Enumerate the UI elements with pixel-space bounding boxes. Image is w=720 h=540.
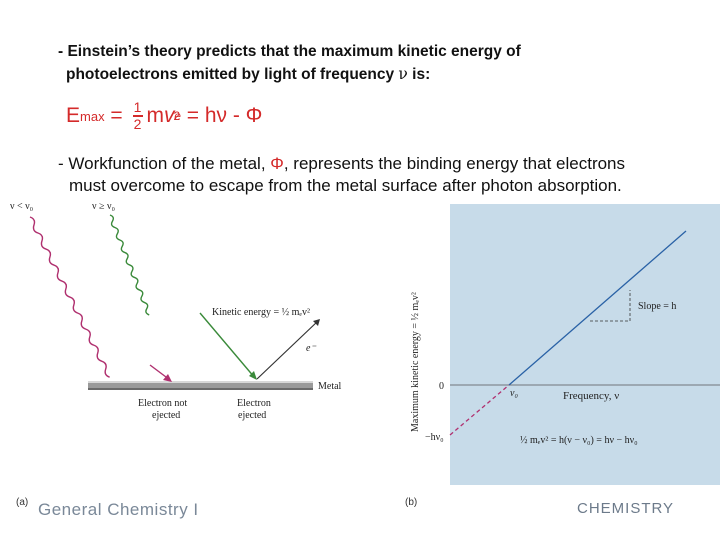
slope-label: Slope = h bbox=[638, 301, 676, 312]
kinetic-energy-label: Kinetic energy = ½ mₑv² bbox=[212, 307, 310, 318]
bullet1-line2-end: is: bbox=[407, 66, 431, 83]
electron-label: e⁻ bbox=[306, 343, 316, 354]
eq-m: m bbox=[146, 104, 165, 127]
bullet2-line2: must overcome to escape from the metal s… bbox=[69, 176, 622, 195]
red-arrowhead bbox=[163, 374, 172, 382]
extrapolated-dashed-line bbox=[449, 384, 510, 436]
figure-a-label: (a) bbox=[16, 497, 29, 508]
metal-slab-shadow bbox=[88, 388, 313, 390]
ke-equation: ½ mₑv² = h(ν − ν₀) = hν − hν₀ bbox=[520, 435, 638, 446]
frequency-label: Frequency, ν bbox=[563, 390, 619, 402]
neg-h-nu0-tick: −hν₀ bbox=[425, 432, 444, 443]
eq-v: v bbox=[164, 104, 175, 127]
eq-equals: = bbox=[104, 104, 129, 127]
phi-symbol: Φ bbox=[270, 154, 284, 173]
ejected-label-1: Electron bbox=[237, 398, 271, 409]
nu0-label: ν₀ bbox=[510, 388, 518, 399]
ejected-label-2: ejected bbox=[238, 410, 266, 421]
bullet2-line1-end: , represents the binding energy that ele… bbox=[283, 154, 626, 173]
eq-max-sub: max bbox=[80, 108, 105, 124]
graph-background bbox=[450, 204, 720, 485]
eq-frac-bar bbox=[132, 115, 143, 117]
wave2-label: ν ≥ ν₀ bbox=[92, 201, 116, 212]
eq-v-sup: 2 bbox=[173, 109, 181, 123]
photoelectric-diagram: ν < ν₀ ν ≥ ν₀ Kinetic energy = ½ mₑv² e⁻… bbox=[10, 201, 342, 421]
electron-arrowhead bbox=[313, 319, 320, 326]
footer-course-title: General Chemistry I bbox=[38, 500, 199, 519]
y-axis-label: Maximum kinetic energy = ½ mₑv² bbox=[410, 292, 421, 432]
metal-slab-highlight bbox=[88, 381, 313, 383]
footer-chemistry-logo: CHEMISTRY bbox=[577, 500, 675, 517]
green-wave bbox=[109, 214, 150, 316]
bullet-einstein: - Einstein’s theory predicts that the ma… bbox=[58, 41, 658, 86]
bullet1-line1: - Einstein’s theory predicts that the ma… bbox=[58, 43, 521, 60]
metal-label: Metal bbox=[318, 381, 342, 392]
green-arrowhead bbox=[249, 371, 257, 380]
eq-e: E bbox=[66, 104, 81, 127]
eq-half-fraction: 1 2 bbox=[132, 99, 143, 132]
electron-path bbox=[256, 320, 319, 380]
bullet-workfunction: - Workfunction of the metal, Φ, represen… bbox=[58, 153, 698, 197]
eq-frac-den: 2 bbox=[133, 115, 142, 132]
eq-v-sub: e bbox=[174, 109, 181, 123]
green-arrow-shaft bbox=[199, 312, 256, 379]
metal-slab bbox=[88, 381, 313, 390]
bullet2-line1-text: - Workfunction of the metal, bbox=[58, 154, 271, 173]
eq-frac-num: 1 bbox=[133, 99, 142, 116]
ke-line bbox=[508, 230, 687, 386]
bullet1-line2: photoelectrons emitted by light of frequ… bbox=[58, 63, 658, 86]
bullet1-line2-text: photoelectrons emitted by light of frequ… bbox=[66, 66, 399, 83]
zero-tick: 0 bbox=[439, 381, 444, 392]
bullet2-line1: - Workfunction of the metal, Φ, represen… bbox=[58, 154, 625, 173]
graph-svg: Maximum kinetic energy = ½ mₑv² 0 −hν₀ ν… bbox=[410, 230, 720, 446]
kinetic-energy-graph: Maximum kinetic energy = ½ mₑv² 0 −hν₀ ν… bbox=[398, 200, 720, 530]
not-ejected-label-1: Electron not bbox=[138, 398, 187, 409]
figure-b-label: (b) bbox=[405, 497, 418, 508]
not-ejected-label-2: ejected bbox=[152, 410, 180, 421]
eq-rhs: = hν - Φ bbox=[180, 104, 263, 127]
red-wave bbox=[29, 216, 110, 378]
nu-symbol: ν bbox=[398, 65, 408, 83]
wave1-label: ν < ν₀ bbox=[10, 201, 34, 212]
